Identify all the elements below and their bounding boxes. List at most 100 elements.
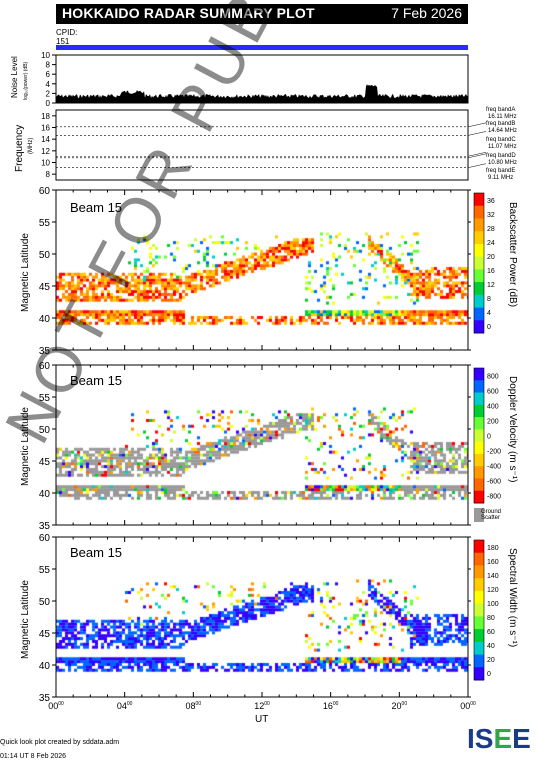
colorbar-tick-label: 180 [487, 545, 499, 552]
colorbar-label-power: Backscatter Power (dB) [507, 202, 518, 308]
frequency-band-leader [467, 131, 487, 136]
ground-scatter-swatch [474, 508, 484, 522]
band-e-value: 9.11 MHz [488, 175, 514, 181]
colorbar-frame [473, 367, 485, 504]
colorbar-tick-label: 20 [487, 657, 495, 664]
lat-tick-label: 45 [39, 282, 51, 293]
band-d-value: 10.80 MHz [488, 160, 518, 166]
lat-tick-label: 50 [39, 250, 51, 261]
lat-tick-label: 40 [39, 489, 51, 500]
band-a-value: 16.11 MHz [488, 114, 517, 120]
lat-tick-label: 35 [39, 521, 51, 532]
colorbar-tick-label: 36 [487, 198, 495, 205]
colorbar-tick-label: 160 [487, 559, 499, 566]
colorbar-swatch [474, 205, 484, 219]
colorbar-swatch [474, 256, 484, 270]
width-heatmap [56, 537, 468, 697]
title-bar [56, 4, 468, 24]
colorbar-tick-label: -400 [487, 464, 501, 471]
plot-date: 7 Feb 2026 [391, 5, 462, 21]
colorbar-tick-label: 100 [487, 601, 499, 608]
freq-tick-label: 14 [41, 135, 50, 144]
noise-tick-label: 10 [41, 52, 50, 60]
colorbar-swatch [474, 490, 484, 504]
colorbar-tick-label: 20 [487, 254, 495, 261]
frequency-band-leader [467, 152, 487, 157]
colorbar-swatch [474, 231, 484, 245]
colorbar-swatch [474, 466, 484, 479]
colorbar-frame [473, 192, 485, 334]
time-tick-label: 0400 [117, 701, 133, 711]
band-c-name: freq bandC [486, 137, 516, 143]
band-c-value: 11.07 MHz [488, 144, 517, 150]
frequency-band-leader [467, 153, 487, 159]
time-tick-label: 0000 [48, 701, 64, 711]
lat-tick-label: 40 [39, 314, 51, 325]
frequency-yticks: 18 16 14 12 10 8 [41, 112, 56, 179]
colorbar-tick-label: 60 [487, 629, 495, 636]
colorbar-tick-label: 12 [487, 282, 495, 289]
ground-scatter-label: Ground Scatter [481, 509, 502, 521]
colorbar-tick-label: 28 [487, 226, 495, 233]
colorbar-swatch [474, 307, 484, 321]
freq-tick-label: 12 [41, 147, 50, 156]
lat-tick-label: 55 [39, 565, 51, 576]
colorbar-tick-label: 600 [487, 389, 499, 396]
cpid-value: 151 [56, 37, 70, 46]
colorbar-tick-label: 200 [487, 419, 499, 426]
lat-tick-label: 35 [39, 693, 51, 704]
lat-tick-label: 45 [39, 457, 51, 468]
colorbar-swatch [474, 218, 484, 232]
colorbar-swatch [474, 590, 484, 605]
colorbar-tick-label: 400 [487, 404, 499, 411]
freq-tick-label: 8 [46, 170, 51, 179]
lat-tick-label: 40 [39, 661, 51, 672]
velocity-heatmap [56, 365, 468, 525]
freq-tick-label: 16 [41, 124, 50, 133]
colorbar-swatch [474, 417, 484, 430]
noise-tick-label: 0 [46, 99, 51, 108]
lat-tick-label: 60 [39, 186, 51, 197]
band-d-name: freq bandD [486, 153, 516, 159]
colorbar-tick-label: 16 [487, 268, 495, 275]
plot-title: HOKKAIDO RADAR SUMMARY PLOT [62, 5, 315, 21]
colorbar-swatch [474, 478, 484, 492]
footer-timestamp: 01:14 UT 8 Feb 2026 [0, 753, 67, 760]
colorbar-tick-label: 0 [487, 434, 491, 441]
colorbar-swatch [474, 641, 484, 656]
frequency-band-lines [56, 122, 487, 168]
colorbar-swatch [474, 654, 484, 668]
power-heatmap [56, 190, 468, 350]
colorbar-tick-label: 140 [487, 573, 499, 580]
noise-tick-label: 6 [46, 70, 51, 79]
band-b-value: 14.64 MHz [488, 128, 518, 134]
colorbar-swatch [474, 269, 484, 283]
lat-tick-label: 60 [39, 361, 51, 372]
noise-tick-label: 4 [46, 80, 51, 89]
colorbar-swatch [474, 243, 484, 258]
colorbar-tick-label: 24 [487, 240, 495, 247]
colorbar-tick-label: 4 [487, 310, 491, 317]
colorbar-tick-label: -200 [487, 449, 501, 456]
lat-tick-label: 60 [39, 533, 51, 544]
colorbar-swatch [474, 320, 484, 334]
lat-tick-label: 45 [39, 629, 51, 640]
time-tick-label: 1200 [254, 701, 270, 711]
colorbar-tick-label: 800 [487, 374, 499, 381]
band-a-name: freq bandA [486, 107, 516, 113]
lat-tick-label: 55 [39, 218, 51, 229]
time-tick-label: 0800 [186, 701, 202, 711]
colorbar-swatch [474, 441, 484, 455]
colorbar-tick-label: 0 [487, 671, 491, 678]
freq-tick-label: 18 [41, 112, 50, 121]
footer-creator: Quick look plot created by sddata.adm [0, 739, 120, 746]
panel-frame [55, 536, 469, 698]
colorbar-swatch [474, 368, 484, 381]
colorbar-swatch [474, 282, 484, 296]
x-axis-label: UT [255, 714, 269, 725]
colorbar-swatch [474, 565, 484, 579]
panel-frame [55, 364, 469, 526]
beam-label-width: Beam 15 [70, 545, 123, 560]
